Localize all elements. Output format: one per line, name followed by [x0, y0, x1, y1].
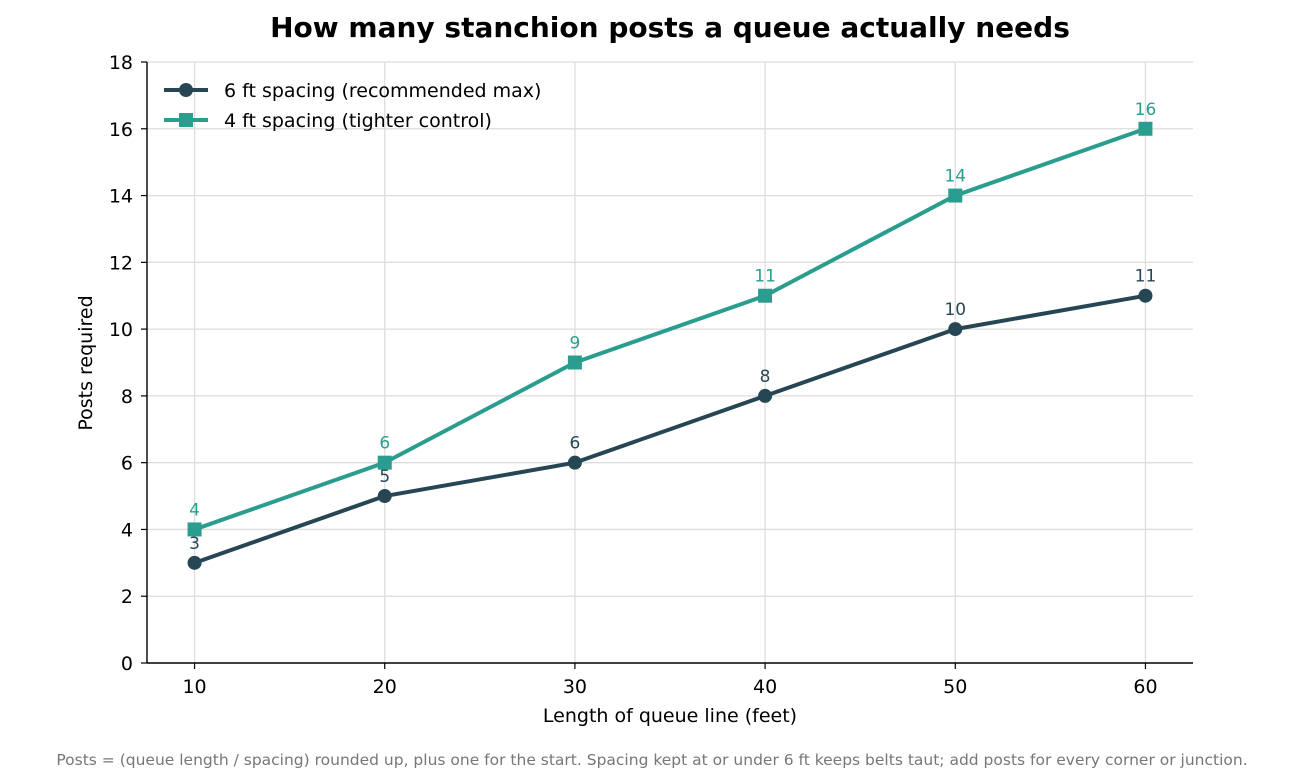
data-label: 9: [569, 334, 580, 354]
axes: [146, 62, 1193, 664]
legend: 6 ft spacing (recommended max) 4 ft spaci…: [164, 80, 541, 132]
data-point-marker: [567, 355, 582, 370]
series-lines: 3 5 6 8 10 11 4 6 9 11 14 16: [187, 100, 1157, 570]
legend-item: 6 ft spacing (recommended max): [164, 80, 541, 102]
y-tick-label: 12: [109, 252, 133, 274]
x-tick-label: 10: [182, 676, 206, 698]
legend-label: 4 ft spacing (tighter control): [224, 110, 492, 132]
data-point-marker: [1138, 288, 1153, 303]
data-point-marker: [187, 555, 202, 570]
data-label: 10: [944, 300, 966, 320]
y-tick-label: 6: [121, 453, 133, 475]
data-label: 11: [1135, 267, 1157, 287]
data-point-marker: [948, 322, 963, 337]
footnote: Posts = (queue length / spacing) rounded…: [56, 751, 1247, 769]
x-tick-label: 30: [563, 676, 587, 698]
y-tick-label: 18: [109, 52, 133, 74]
data-label: 11: [754, 267, 776, 287]
chart-title: How many stanchion posts a queue actuall…: [270, 11, 1070, 44]
grid-lines: [147, 61, 1193, 663]
data-label: 3: [189, 534, 200, 554]
data-label: 14: [944, 167, 966, 187]
tick-labels: 0 2 4 6 8 10 12 14 16 18 10 20 30 40 50 60: [109, 52, 1158, 698]
legend-item: 4 ft spacing (tighter control): [164, 110, 492, 132]
x-tick-label: 20: [373, 676, 397, 698]
data-point-marker: [567, 455, 582, 470]
x-tick-label: 50: [943, 676, 967, 698]
data-label: 8: [760, 367, 771, 387]
data-point-marker: [758, 388, 773, 403]
data-point-marker: [758, 288, 773, 303]
series-2: 4 6 9 11 14 16: [187, 100, 1157, 537]
data-label: 5: [379, 467, 390, 487]
y-tick-label: 8: [121, 386, 133, 408]
data-point-marker: [948, 188, 963, 203]
legend-label: 6 ft spacing (recommended max): [224, 80, 541, 102]
data-label: 16: [1135, 100, 1157, 120]
x-tick-label: 40: [753, 676, 777, 698]
y-tick-label: 14: [109, 186, 133, 208]
data-label: 6: [379, 434, 390, 454]
series-1: 3 5 6 8 10 11: [187, 267, 1157, 570]
data-label: 4: [189, 500, 200, 520]
y-axis-label: Posts required: [75, 295, 97, 430]
data-point-marker: [377, 489, 392, 504]
series-line: [192, 293, 1148, 565]
data-point-marker: [377, 455, 392, 470]
x-tick-label: 60: [1133, 676, 1157, 698]
y-tick-label: 0: [121, 653, 133, 675]
y-tick-label: 10: [109, 319, 133, 341]
legend-square-marker: [179, 113, 193, 127]
y-tick-label: 16: [109, 119, 133, 141]
data-label: 6: [569, 434, 580, 454]
legend-circle-marker: [179, 83, 193, 97]
data-point-marker: [1138, 121, 1153, 136]
data-point-marker: [187, 522, 202, 537]
y-tick-label: 4: [121, 519, 133, 541]
series-line: [192, 126, 1148, 532]
x-axis-label: Length of queue line (feet): [543, 705, 797, 727]
y-tick-label: 2: [121, 586, 133, 608]
